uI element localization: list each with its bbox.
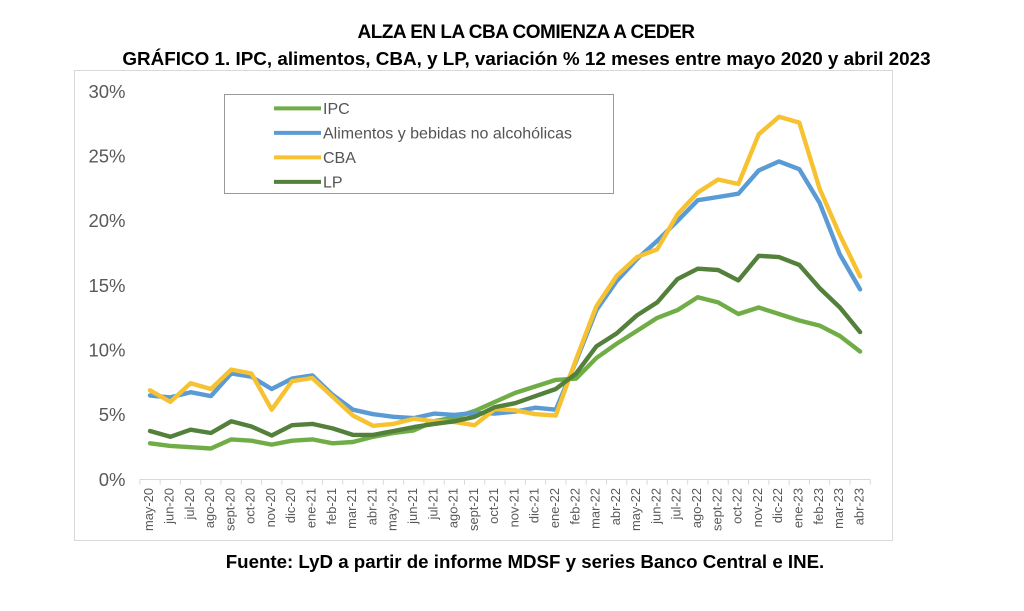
svg-text:25%: 25% (88, 146, 125, 167)
svg-text:abr-23: abr-23 (851, 488, 866, 525)
svg-text:CBA: CBA (323, 150, 356, 167)
svg-text:jun-20: jun-20 (162, 488, 177, 525)
svg-text:ene-22: ene-22 (547, 488, 562, 528)
svg-text:may-22: may-22 (628, 488, 643, 531)
svg-text:dic-22: dic-22 (770, 488, 785, 523)
svg-text:mar-22: mar-22 (588, 488, 603, 529)
svg-text:dic-20: dic-20 (283, 488, 298, 523)
svg-text:10%: 10% (88, 340, 125, 361)
svg-text:abr-22: abr-22 (608, 488, 623, 525)
svg-text:dic-21: dic-21 (527, 488, 542, 523)
svg-text:Alimentos y bebidas no alcohól: Alimentos y bebidas no alcohólicas (323, 126, 572, 143)
svg-text:sept-20: sept-20 (222, 488, 237, 531)
svg-text:oct-22: oct-22 (730, 488, 745, 524)
svg-text:ago-22: ago-22 (689, 488, 704, 528)
svg-text:mar-23: mar-23 (831, 488, 846, 529)
svg-text:ago-21: ago-21 (446, 488, 461, 528)
svg-text:sept-21: sept-21 (466, 488, 481, 531)
svg-text:jul-20: jul-20 (182, 488, 197, 521)
svg-text:jun-21: jun-21 (405, 488, 420, 525)
svg-text:oct-20: oct-20 (243, 488, 258, 524)
svg-text:nov-21: nov-21 (506, 488, 521, 527)
svg-text:abr-21: abr-21 (364, 488, 379, 525)
svg-text:ago-20: ago-20 (202, 488, 217, 528)
svg-text:5%: 5% (99, 404, 126, 425)
svg-text:may-21: may-21 (385, 488, 400, 531)
svg-text:nov-20: nov-20 (263, 488, 278, 527)
svg-text:30%: 30% (88, 81, 125, 102)
svg-text:feb-21: feb-21 (324, 488, 339, 525)
svg-text:0%: 0% (99, 469, 126, 490)
svg-text:jun-22: jun-22 (649, 488, 664, 525)
svg-text:jul-21: jul-21 (425, 488, 440, 521)
svg-text:20%: 20% (88, 210, 125, 231)
svg-text:feb-23: feb-23 (811, 488, 826, 525)
svg-text:mar-21: mar-21 (344, 488, 359, 529)
svg-text:IPC: IPC (323, 101, 350, 118)
svg-text:15%: 15% (88, 275, 125, 296)
svg-text:ene-21: ene-21 (304, 488, 319, 528)
svg-text:nov-22: nov-22 (750, 488, 765, 527)
svg-text:jul-22: jul-22 (669, 488, 684, 521)
svg-text:sept-22: sept-22 (709, 488, 724, 531)
svg-text:oct-21: oct-21 (486, 488, 501, 524)
svg-text:ene-23: ene-23 (791, 488, 806, 528)
svg-text:feb-22: feb-22 (567, 488, 582, 525)
svg-text:may-20: may-20 (141, 488, 156, 531)
svg-text:LP: LP (323, 175, 343, 192)
